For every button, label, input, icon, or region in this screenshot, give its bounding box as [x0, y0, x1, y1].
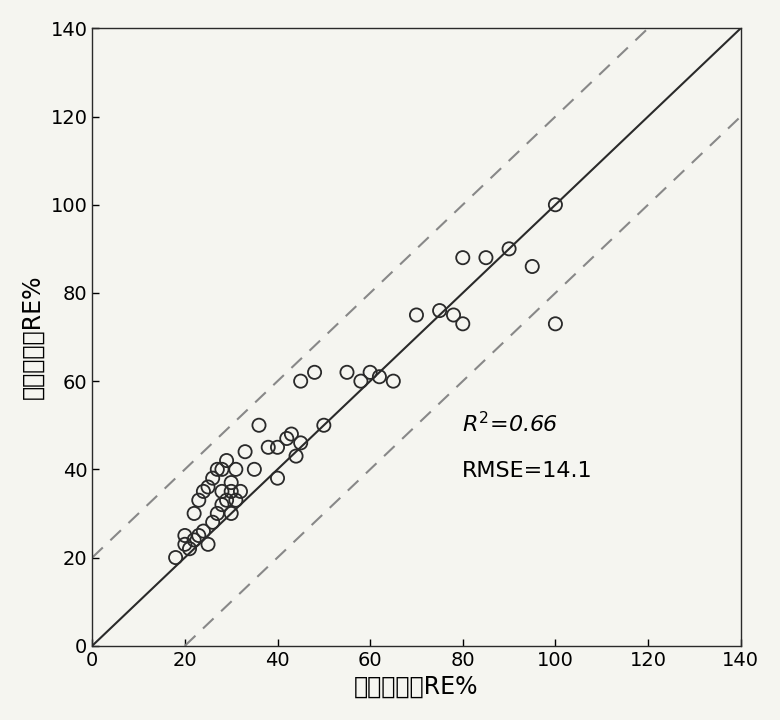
Point — [456, 318, 469, 330]
Point — [308, 366, 321, 378]
Text: RMSE=14.1: RMSE=14.1 — [462, 461, 593, 480]
Point — [480, 252, 492, 264]
Y-axis label: 模型预测値RE%: 模型预测値RE% — [21, 275, 44, 400]
Point — [216, 499, 229, 510]
Point — [373, 371, 385, 382]
Point — [317, 420, 330, 431]
Point — [549, 318, 562, 330]
Point — [294, 437, 307, 449]
Point — [290, 450, 303, 462]
Point — [503, 243, 516, 255]
Point — [216, 485, 229, 497]
Point — [197, 485, 210, 497]
Point — [262, 441, 275, 453]
Point — [197, 526, 210, 537]
Point — [387, 375, 399, 387]
Point — [202, 481, 215, 492]
X-axis label: 实际观测値RE%: 实际观测値RE% — [354, 675, 479, 699]
Point — [229, 495, 242, 506]
Point — [183, 543, 196, 554]
Point — [211, 464, 224, 475]
Point — [179, 530, 191, 541]
Point — [188, 508, 200, 519]
Point — [364, 366, 377, 378]
Point — [193, 530, 205, 541]
Point — [239, 446, 251, 457]
Point — [207, 516, 219, 528]
Point — [410, 309, 423, 320]
Point — [216, 464, 229, 475]
Point — [434, 305, 446, 316]
Point — [188, 534, 200, 546]
Point — [193, 495, 205, 506]
Point — [285, 428, 298, 440]
Point — [207, 472, 219, 484]
Point — [211, 508, 224, 519]
Point — [253, 420, 265, 431]
Point — [179, 539, 191, 550]
Point — [220, 495, 232, 506]
Point — [294, 375, 307, 387]
Point — [248, 464, 261, 475]
Point — [225, 477, 237, 488]
Point — [271, 472, 284, 484]
Point — [355, 375, 367, 387]
Text: $R^2$=0.66: $R^2$=0.66 — [462, 411, 558, 436]
Point — [225, 485, 237, 497]
Point — [341, 366, 353, 378]
Point — [447, 309, 459, 320]
Point — [271, 441, 284, 453]
Point — [456, 252, 469, 264]
Point — [549, 199, 562, 210]
Point — [169, 552, 182, 563]
Point — [202, 539, 215, 550]
Point — [234, 485, 246, 497]
Point — [225, 508, 237, 519]
Point — [220, 455, 232, 467]
Point — [229, 464, 242, 475]
Point — [526, 261, 538, 272]
Point — [281, 433, 293, 444]
